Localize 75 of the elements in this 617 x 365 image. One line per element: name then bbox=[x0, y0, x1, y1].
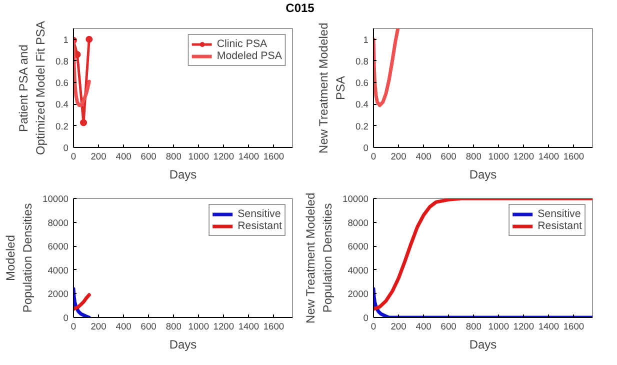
y-tick-label: 0.4 bbox=[356, 100, 368, 110]
legend-label: Resistant bbox=[538, 220, 582, 232]
chart-title: C015 bbox=[284, 0, 316, 17]
x-tick-label: 1000 bbox=[488, 152, 510, 162]
x-tick-label: 800 bbox=[166, 322, 182, 332]
x-tick-label: 600 bbox=[140, 322, 156, 332]
x-tick-label: 0 bbox=[70, 322, 76, 332]
x-tick-label: 1000 bbox=[188, 322, 210, 332]
y-axis-title: Modeled Population Densities bbox=[4, 203, 35, 313]
x-tick-label: 400 bbox=[116, 152, 132, 162]
x-tick-label: 1200 bbox=[513, 322, 534, 332]
x-tick-label: 400 bbox=[416, 152, 432, 162]
y-tick-label: 1 bbox=[63, 34, 69, 45]
y-tick-label: 0.8 bbox=[56, 56, 68, 66]
x-tick-label: 200 bbox=[90, 322, 106, 332]
x-tick-label: 600 bbox=[140, 152, 156, 162]
legend-label: Sensitive bbox=[538, 208, 581, 220]
y-tick-label: 0 bbox=[63, 143, 69, 153]
x-tick-label: 800 bbox=[166, 152, 182, 162]
x-tick-label: 1600 bbox=[563, 152, 584, 162]
x-axis-title: Days bbox=[469, 338, 497, 352]
y-tick-label: 0 bbox=[63, 313, 69, 323]
y-tick-label: 1 bbox=[363, 34, 369, 45]
x-tick-label: 1600 bbox=[563, 322, 584, 332]
y-tick-label: 2000 bbox=[48, 289, 69, 300]
x-tick-label: 1600 bbox=[263, 152, 284, 162]
y-tick-label: 0.6 bbox=[356, 78, 368, 88]
x-tick-label: 400 bbox=[116, 322, 132, 332]
y-tick-label: 2000 bbox=[348, 289, 369, 300]
y-tick-label: 6000 bbox=[348, 242, 369, 252]
x-tick-label: 1400 bbox=[238, 152, 260, 162]
x-tick-label: 800 bbox=[466, 322, 482, 332]
y-tick-label: 0.6 bbox=[56, 78, 68, 88]
y-tick-label: 0.4 bbox=[56, 100, 68, 110]
y-tick-label: 0.2 bbox=[356, 121, 368, 132]
y-tick-label: 4000 bbox=[348, 265, 369, 276]
x-tick-label: 200 bbox=[90, 152, 106, 162]
x-tick-label: 600 bbox=[440, 322, 456, 332]
x-tick-label: 200 bbox=[390, 152, 406, 162]
legend-label: Resistant bbox=[238, 220, 282, 232]
x-tick-label: 0 bbox=[70, 152, 76, 162]
x-tick-label: 1000 bbox=[488, 322, 510, 332]
y-tick-label: 0.8 bbox=[356, 56, 368, 66]
y-tick-label: 10000 bbox=[342, 194, 369, 204]
x-tick-label: 800 bbox=[466, 152, 482, 162]
x-tick-label: 0 bbox=[370, 322, 376, 332]
legend-label: Sensitive bbox=[238, 208, 281, 220]
legend-label: Clinic PSA bbox=[216, 38, 268, 50]
x-axis-title: Days bbox=[169, 168, 197, 182]
y-tick-label: 8000 bbox=[348, 218, 369, 228]
y-tick-label: 0 bbox=[363, 143, 369, 153]
y-tick-label: 6000 bbox=[48, 242, 69, 252]
x-tick-label: 1400 bbox=[238, 322, 260, 332]
x-tick-label: 1600 bbox=[263, 322, 284, 332]
y-tick-label: 0 bbox=[363, 313, 369, 323]
x-tick-label: 600 bbox=[440, 152, 456, 162]
y-tick-label: 4000 bbox=[48, 265, 69, 276]
x-tick-label: 1200 bbox=[513, 152, 534, 162]
x-tick-label: 1400 bbox=[538, 152, 560, 162]
x-tick-label: 0 bbox=[370, 152, 376, 162]
x-tick-label: 400 bbox=[416, 322, 432, 332]
x-tick-label: 1200 bbox=[213, 322, 234, 332]
x-tick-label: 200 bbox=[390, 322, 406, 332]
legend-label: Modeled PSA bbox=[216, 50, 282, 62]
x-tick-label: 1200 bbox=[213, 152, 234, 162]
y-tick-label: 8000 bbox=[48, 218, 69, 228]
y-axis-title: New Treatment Modeled PSA bbox=[316, 22, 348, 154]
x-axis-title: Days bbox=[469, 168, 497, 182]
y-tick-label: 0.2 bbox=[56, 121, 68, 132]
x-axis-title: Days bbox=[169, 338, 197, 352]
x-tick-label: 1000 bbox=[188, 152, 210, 162]
y-axis-title: New Treatment Modeled Population Densities bbox=[304, 192, 335, 324]
x-tick-label: 1400 bbox=[538, 322, 560, 332]
y-tick-label: 10000 bbox=[42, 194, 69, 204]
y-axis-title: Patient PSA and Optimized Model Fit PSA bbox=[16, 20, 48, 156]
